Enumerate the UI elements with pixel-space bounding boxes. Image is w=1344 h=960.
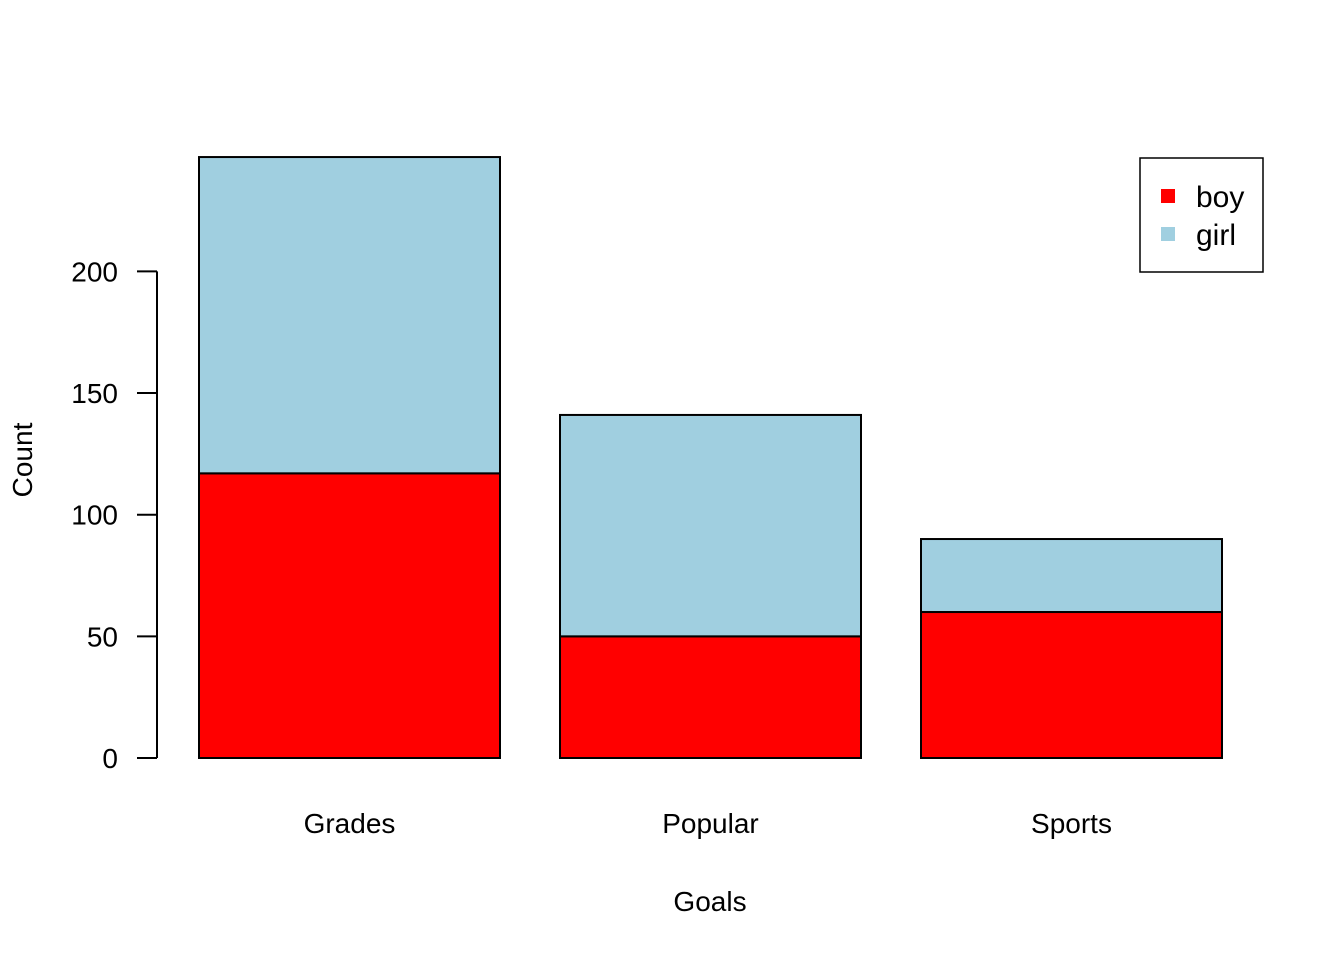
y-tick-label: 50 bbox=[87, 621, 118, 652]
bar-boy-popular bbox=[559, 635, 862, 759]
bars bbox=[198, 156, 1223, 760]
y-axis-title: Count bbox=[7, 422, 38, 497]
category-labels: Grades Popular Sports bbox=[304, 808, 1112, 839]
category-label: Sports bbox=[1031, 808, 1112, 839]
legend: boy girl bbox=[1139, 157, 1264, 273]
y-tick-label: 0 bbox=[102, 743, 118, 774]
legend-swatch-boy bbox=[1161, 189, 1175, 203]
legend-label-girl: girl bbox=[1196, 219, 1236, 252]
legend-label-boy: boy bbox=[1196, 181, 1244, 214]
category-label: Popular bbox=[662, 808, 759, 839]
y-tick-label: 150 bbox=[71, 378, 118, 409]
category-label: Grades bbox=[304, 808, 396, 839]
y-tick-label: 100 bbox=[71, 500, 118, 531]
bar-boy-grades bbox=[198, 472, 501, 759]
bar-girl-popular bbox=[559, 413, 862, 638]
bar-girl-grades bbox=[198, 156, 501, 475]
bar-boy-sports bbox=[920, 611, 1223, 760]
bar-girl-sports bbox=[920, 538, 1223, 614]
legend-swatch-girl bbox=[1161, 227, 1175, 241]
y-axis: 0 50 100 150 200 bbox=[71, 256, 158, 774]
x-axis-title: Goals bbox=[673, 886, 746, 917]
legend-box bbox=[1139, 157, 1264, 273]
y-tick-label: 200 bbox=[71, 256, 118, 287]
